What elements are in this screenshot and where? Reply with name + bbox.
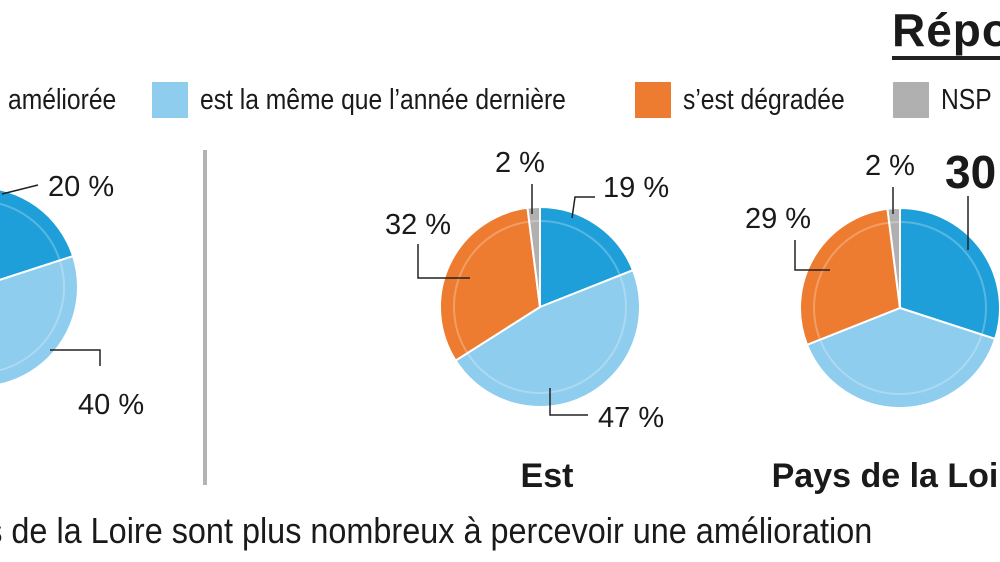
- pie-2-shade-improved: [539, 220, 621, 276]
- pie-1-data-label-same: 40 %: [78, 389, 144, 421]
- pie-3-shade-same: [819, 334, 983, 395]
- pie-1-shade-same: [0, 260, 65, 372]
- pie-1-shade-improved: [0, 202, 61, 261]
- legend: améliorée est la même que l’année derniè…: [0, 80, 1000, 120]
- legend-label-improved: améliorée: [8, 83, 117, 116]
- pie-2-title: Est: [521, 457, 574, 495]
- pie-2-shade-worse: [453, 220, 530, 354]
- legend-label-nsp: NSP: [941, 83, 992, 116]
- pie-2-shade-nsp: [529, 220, 541, 223]
- caption: ys de la Loire sont plus nombreux à perc…: [0, 510, 873, 551]
- pie-2-leader-improved: [571, 196, 595, 219]
- pie-2-data-label-improved: 19 %: [603, 172, 669, 204]
- pie-3-data-label-worse: 29 %: [745, 203, 811, 235]
- pie-3-title: Pays de la Loi: [772, 457, 999, 495]
- pie-1-data-label-improved: 20 %: [48, 171, 114, 203]
- legend-swatch-nsp: [893, 82, 929, 118]
- page-title: Répo: [892, 4, 1000, 60]
- pie-3-leader-worse: [794, 240, 830, 271]
- legend-label-same: est la même que l’année dernière: [200, 83, 566, 116]
- pie-2-shade-same: [466, 274, 627, 394]
- legend-item-same: est la même que l’année dernière: [152, 80, 630, 120]
- pie-3-slice-worse: [799, 207, 902, 347]
- pie-2-data-label-nsp: 2 %: [495, 147, 545, 179]
- pie-2-slice-improved: [539, 205, 635, 309]
- pie-3-data-label-nsp: 2 %: [865, 150, 915, 182]
- pie-2-slice-worse: [439, 206, 542, 362]
- pie-3-slice-same: [805, 306, 997, 409]
- legend-swatch-worse: [635, 82, 671, 118]
- pie-chart-1: 20 % 40 %: [0, 171, 144, 421]
- legend-item-worse: s’est dégradée: [635, 80, 873, 120]
- pie-2-slice-nsp: [526, 205, 541, 308]
- pie-2-data-label-worse: 32 %: [385, 209, 451, 241]
- pie-1-slice-same: [0, 254, 79, 386]
- pie-1-slice-improved: [0, 188, 75, 281]
- divider: [203, 150, 207, 485]
- pie-3-slice-improved: [899, 206, 1000, 341]
- pie-2-leader-same: [549, 388, 588, 416]
- pie-2-leader-worse: [417, 244, 470, 279]
- legend-label-worse: s’est dégradée: [683, 83, 845, 116]
- pie-chart-2: 19 % 47 % 32 % 2 % Est: [385, 147, 669, 495]
- pie-chart-3: 30 29 % 2 % Pays de la Loi: [745, 146, 1000, 495]
- pie-3-shade-improved: [899, 221, 987, 335]
- pie-2-slice-same: [454, 268, 641, 408]
- pie-3-shade-nsp: [889, 221, 901, 224]
- pie-3-data-label-improved: 30: [945, 146, 996, 198]
- pie-1-leader-same: [50, 349, 101, 366]
- pie-1-leader-improved: [1, 184, 39, 195]
- legend-swatch-same: [152, 82, 188, 118]
- pie-3-shade-worse: [813, 221, 890, 341]
- legend-item-improved: améliorée: [0, 80, 135, 120]
- pie-2-data-label-same: 47 %: [598, 402, 664, 434]
- legend-item-nsp: NSP: [893, 80, 1000, 120]
